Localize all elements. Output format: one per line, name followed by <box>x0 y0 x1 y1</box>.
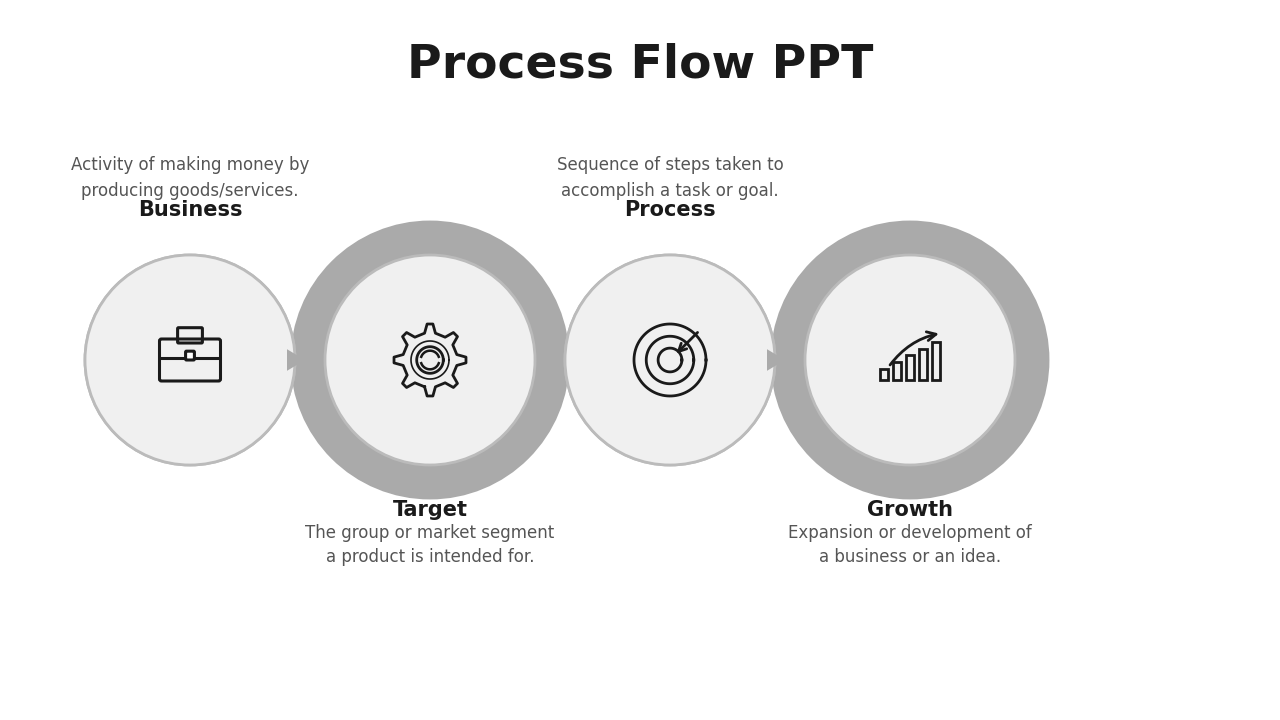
Text: Target: Target <box>393 500 467 520</box>
Text: Business: Business <box>138 200 242 220</box>
Circle shape <box>84 255 294 465</box>
Text: Expansion or development of
a business or an idea.: Expansion or development of a business o… <box>788 523 1032 567</box>
Text: Growth: Growth <box>867 500 954 520</box>
FancyBboxPatch shape <box>556 346 561 374</box>
Text: Process: Process <box>625 200 716 220</box>
Bar <box>932 342 941 380</box>
FancyBboxPatch shape <box>300 346 305 374</box>
Text: The group or market segment
a product is intended for.: The group or market segment a product is… <box>306 523 554 567</box>
Circle shape <box>805 255 1015 465</box>
Bar <box>919 349 928 380</box>
Polygon shape <box>767 349 785 371</box>
Polygon shape <box>541 349 561 371</box>
FancyBboxPatch shape <box>780 346 785 374</box>
Circle shape <box>84 255 294 465</box>
Circle shape <box>325 255 535 465</box>
Bar <box>879 369 888 380</box>
Bar <box>906 355 914 380</box>
Text: Process Flow PPT: Process Flow PPT <box>407 42 873 88</box>
Circle shape <box>564 255 774 465</box>
Circle shape <box>564 255 774 465</box>
Polygon shape <box>287 349 305 371</box>
Text: Activity of making money by
producing goods/services.: Activity of making money by producing go… <box>70 156 310 199</box>
FancyBboxPatch shape <box>186 351 195 360</box>
Text: Sequence of steps taken to
accomplish a task or goal.: Sequence of steps taken to accomplish a … <box>557 156 783 199</box>
Bar <box>892 362 901 380</box>
